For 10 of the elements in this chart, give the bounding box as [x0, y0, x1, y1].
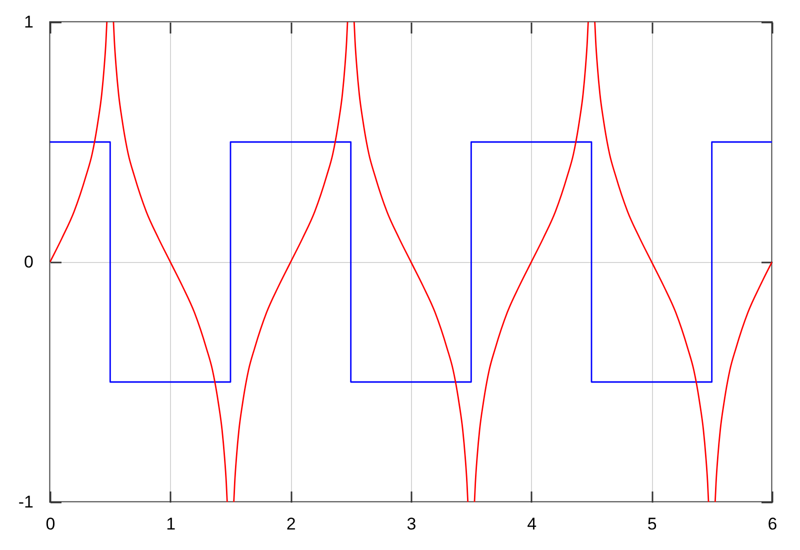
x-tick-label: 5: [647, 514, 657, 534]
y-tick-label: 1: [24, 12, 34, 32]
x-tick-label: 2: [286, 514, 296, 534]
x-tick-label: 4: [527, 514, 537, 534]
y-tick-label: -1: [18, 492, 34, 512]
x-tick-label: 1: [166, 514, 176, 534]
x-tick-label: 3: [406, 514, 416, 534]
x-tick-label: 6: [768, 514, 778, 534]
y-tick-label: 0: [24, 252, 34, 272]
x-tick-label: 0: [46, 514, 56, 534]
